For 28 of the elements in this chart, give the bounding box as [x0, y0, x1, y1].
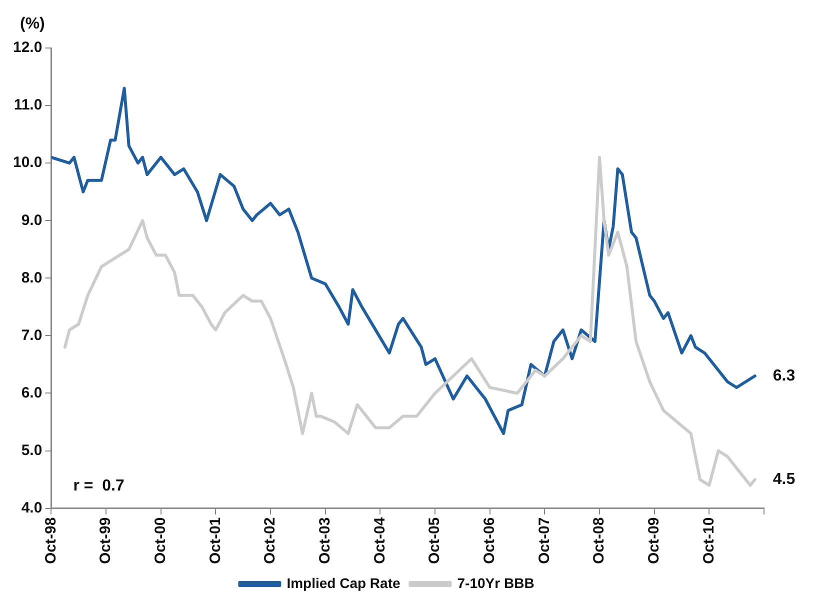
- annotation: 4.5: [772, 470, 796, 488]
- x-tick-label: Oct-98: [42, 517, 60, 564]
- y-tick-label: 11.0: [14, 96, 42, 114]
- y-tick-label: 5.0: [21, 442, 42, 459]
- y-tick-label: 6.0: [21, 384, 42, 402]
- annotation: 6.3: [772, 367, 796, 384]
- y-tick-label: 4.0: [21, 499, 42, 516]
- x-tick-label: Oct-03: [316, 517, 334, 564]
- x-tick-label: Oct-06: [480, 517, 498, 564]
- annotation: r = 0.7: [73, 478, 124, 495]
- x-tick-label: Oct-99: [97, 517, 114, 564]
- x-tick-label: Oct-00: [152, 517, 169, 564]
- x-tick-label: Oct-01: [206, 517, 224, 564]
- x-tick-label: Oct-07: [536, 517, 553, 564]
- x-tick-label: Oct-09: [645, 517, 662, 564]
- y-tick-label: 12.0: [12, 39, 42, 56]
- legend-label: 7-10Yr BBB: [457, 574, 534, 591]
- x-tick-label: Oct-02: [262, 517, 279, 564]
- x-tick-label: Oct-04: [371, 516, 388, 564]
- x-tick-label: Oct-05: [426, 517, 444, 564]
- y-tick-label: 7.0: [21, 326, 42, 344]
- y-tick-label: 8.0: [21, 269, 42, 286]
- x-tick-label: Oct-08: [590, 517, 608, 564]
- x-tick-label: Oct-10: [700, 517, 718, 564]
- y-tick-label: 10.0: [12, 154, 42, 172]
- y-axis-title: (%): [20, 15, 45, 32]
- y-tick-label: 9.0: [21, 212, 42, 229]
- legend-label: Implied Cap Rate: [286, 574, 400, 591]
